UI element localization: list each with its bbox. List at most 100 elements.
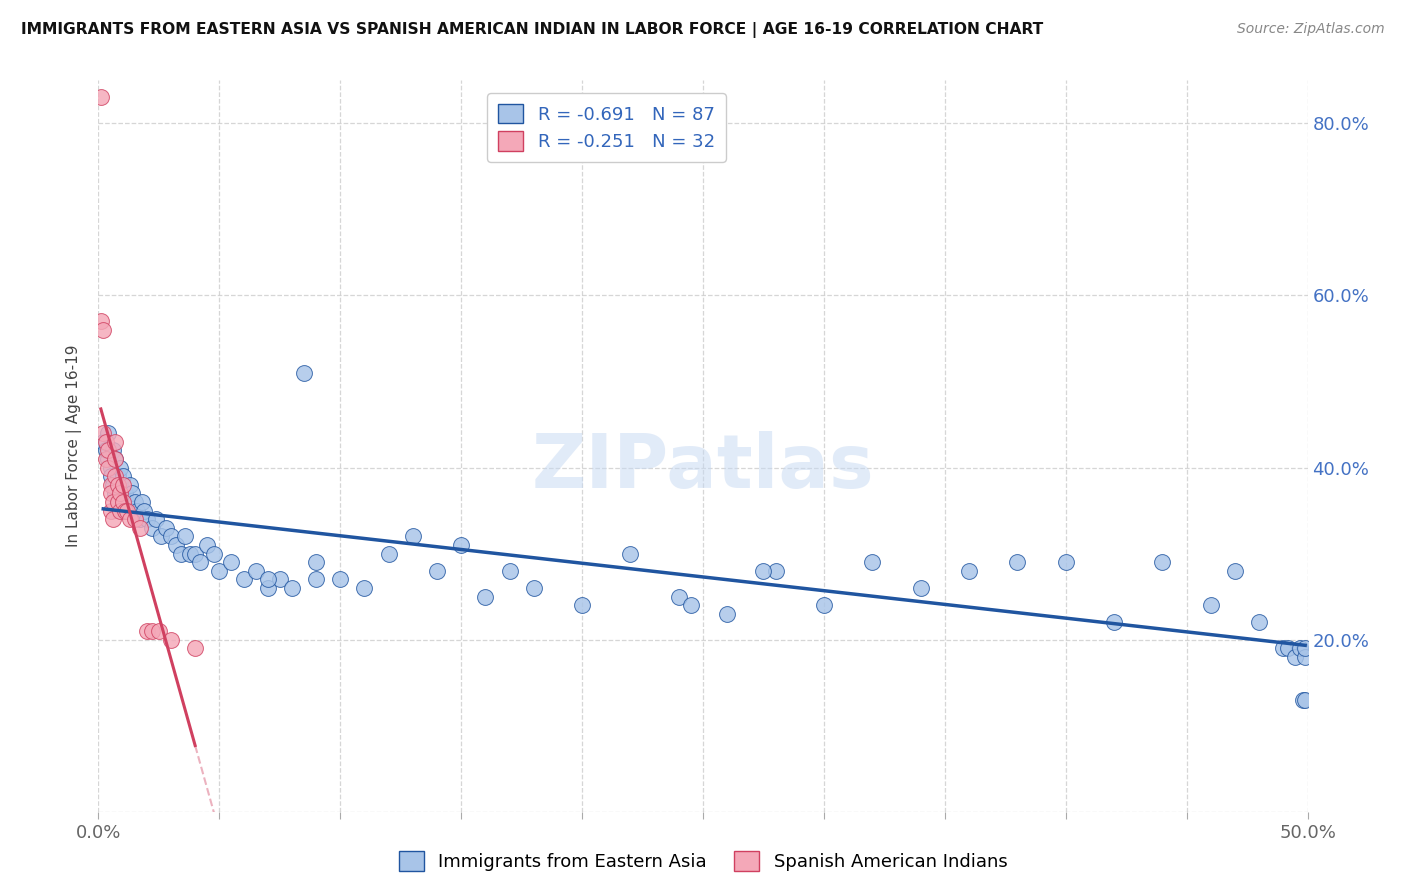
- Point: [150, 529, 173, 543]
- Point: [117, 495, 139, 509]
- Point: [353, 581, 375, 595]
- Point: [256, 581, 278, 595]
- Point: [114, 503, 136, 517]
- Point: [1284, 649, 1306, 664]
- Point: [124, 512, 146, 526]
- Point: [1294, 641, 1316, 656]
- Point: [141, 624, 163, 638]
- Text: IMMIGRANTS FROM EASTERN ASIA VS SPANISH AMERICAN INDIAN IN LABOR FORCE | AGE 16-: IMMIGRANTS FROM EASTERN ASIA VS SPANISH …: [21, 22, 1043, 38]
- Point: [117, 503, 139, 517]
- Point: [245, 564, 267, 578]
- Point: [910, 581, 932, 595]
- Point: [426, 564, 449, 578]
- Point: [90, 314, 112, 328]
- Point: [91, 434, 114, 449]
- Point: [402, 529, 425, 543]
- Point: [100, 477, 122, 491]
- Point: [1152, 555, 1174, 569]
- Point: [1277, 641, 1299, 656]
- Point: [104, 451, 127, 466]
- Point: [114, 486, 136, 500]
- Point: [1102, 615, 1125, 630]
- Point: [474, 590, 496, 604]
- Point: [523, 581, 546, 595]
- Point: [108, 503, 131, 517]
- Point: [97, 443, 120, 458]
- Point: [1289, 641, 1312, 656]
- Point: [97, 460, 120, 475]
- Point: [104, 434, 127, 449]
- Point: [450, 538, 472, 552]
- Point: [813, 598, 835, 612]
- Point: [107, 469, 129, 483]
- Point: [184, 547, 207, 561]
- Point: [94, 434, 117, 449]
- Point: [169, 547, 191, 561]
- Point: [100, 460, 122, 475]
- Point: [765, 564, 787, 578]
- Point: [160, 632, 183, 647]
- Point: [148, 624, 170, 638]
- Point: [111, 469, 134, 483]
- Point: [305, 555, 328, 569]
- Point: [571, 598, 593, 612]
- Point: [329, 573, 352, 587]
- Point: [957, 564, 980, 578]
- Point: [127, 503, 149, 517]
- Point: [256, 573, 278, 587]
- Text: ZIPatlas: ZIPatlas: [531, 432, 875, 505]
- Point: [165, 538, 187, 552]
- Point: [305, 573, 328, 587]
- Point: [679, 598, 702, 612]
- Point: [128, 521, 150, 535]
- Point: [1249, 615, 1271, 630]
- Point: [1294, 649, 1316, 664]
- Point: [114, 503, 136, 517]
- Point: [179, 547, 201, 561]
- Point: [107, 477, 129, 491]
- Point: [1292, 693, 1315, 707]
- Point: [188, 555, 211, 569]
- Point: [498, 564, 520, 578]
- Point: [155, 521, 177, 535]
- Point: [100, 469, 122, 483]
- Point: [1294, 693, 1316, 707]
- Point: [100, 486, 122, 500]
- Point: [108, 460, 131, 475]
- Point: [208, 564, 231, 578]
- Point: [1272, 641, 1295, 656]
- Point: [104, 486, 127, 500]
- Point: [104, 451, 127, 466]
- Point: [101, 495, 124, 509]
- Point: [1054, 555, 1077, 569]
- Point: [135, 624, 157, 638]
- Point: [860, 555, 883, 569]
- Point: [1007, 555, 1029, 569]
- Point: [91, 323, 114, 337]
- Point: [118, 503, 141, 517]
- Point: [108, 486, 131, 500]
- Point: [221, 555, 243, 569]
- Point: [134, 503, 156, 517]
- Legend: Immigrants from Eastern Asia, Spanish American Indians: Immigrants from Eastern Asia, Spanish Am…: [391, 844, 1015, 879]
- Point: [124, 495, 146, 509]
- Point: [141, 521, 163, 535]
- Point: [292, 366, 315, 380]
- Point: [94, 451, 117, 466]
- Point: [174, 529, 197, 543]
- Point: [281, 581, 304, 595]
- Point: [91, 426, 114, 441]
- Point: [107, 495, 129, 509]
- Point: [668, 590, 690, 604]
- Point: [101, 477, 124, 491]
- Point: [97, 451, 120, 466]
- Point: [108, 477, 131, 491]
- Point: [232, 573, 254, 587]
- Legend: R = -0.691   N = 87, R = -0.251   N = 32: R = -0.691 N = 87, R = -0.251 N = 32: [486, 93, 725, 161]
- Point: [269, 573, 291, 587]
- Point: [118, 477, 141, 491]
- Point: [118, 512, 141, 526]
- Point: [111, 495, 134, 509]
- Point: [204, 547, 226, 561]
- Point: [1223, 564, 1246, 578]
